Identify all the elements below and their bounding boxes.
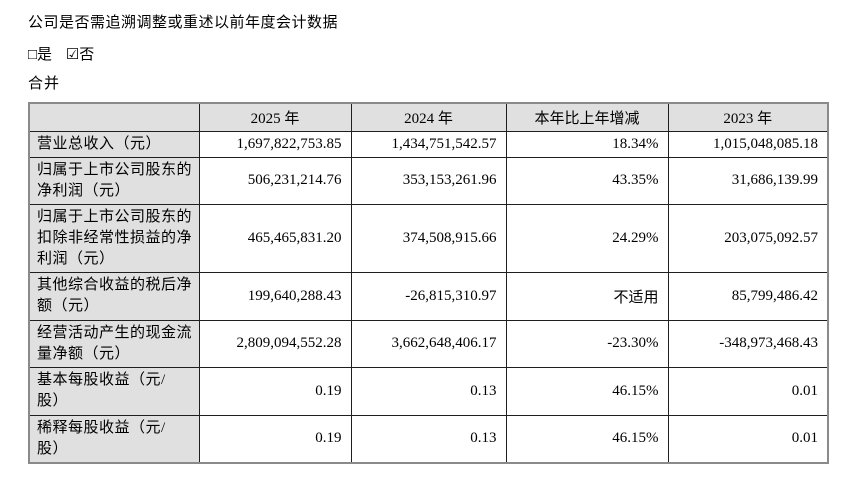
section-label-consolidated: 合并 xyxy=(28,76,61,92)
row-label: 归属于上市公司股东的 扣除非经常性损益的净 利润（元） xyxy=(28,203,200,273)
row-label: 营业总收入（元） xyxy=(28,130,200,158)
cell-value: 2,809,094,552.28 xyxy=(198,319,352,368)
no-checkbox-option: ☑否 xyxy=(65,47,95,63)
table-header-row: 2025 年 2024 年 本年比上年增减 2023 年 xyxy=(28,102,829,132)
row-label: 基本每股收益（元/ 股） xyxy=(28,366,200,416)
row-label: 稀释每股收益（元/ 股） xyxy=(28,414,200,464)
cell-value: 24.29% xyxy=(505,203,669,273)
header-year-2024: 2024 年 xyxy=(350,102,507,132)
cell-value: 46.15% xyxy=(505,414,669,464)
row-label: 其他综合收益的税后净 额（元） xyxy=(28,271,200,321)
cell-value: -348,973,468.43 xyxy=(667,319,829,368)
cell-value: 465,465,831.20 xyxy=(198,203,352,273)
table-row-basic-eps: 基本每股收益（元/ 股） 0.19 0.13 46.15% 0.01 xyxy=(28,366,829,416)
cell-value: 1,697,822,753.85 xyxy=(198,130,352,158)
cell-value: 0.01 xyxy=(667,366,829,416)
header-blank xyxy=(28,102,200,132)
retrospective-adjustment-question: 公司是否需追溯调整或重述以前年度会计数据 xyxy=(28,15,339,31)
cell-value: 46.15% xyxy=(505,366,669,416)
cell-value: 203,075,092.57 xyxy=(667,203,829,273)
cell-value: 0.19 xyxy=(198,366,352,416)
cell-value: 353,153,261.96 xyxy=(350,156,507,205)
yes-checkbox-option: □是 xyxy=(28,47,53,63)
cell-value: 199,640,288.43 xyxy=(198,271,352,321)
cell-value: 43.35% xyxy=(505,156,669,205)
cell-value: 374,508,915.66 xyxy=(350,203,507,273)
header-yoy-change: 本年比上年增减 xyxy=(505,102,669,132)
cell-value: -23.30% xyxy=(505,319,669,368)
cell-value: 0.13 xyxy=(350,366,507,416)
table-row-net-profit: 归属于上市公司股东的 净利润（元） 506,231,214.76 353,153… xyxy=(28,156,829,205)
cell-value: 不适用 xyxy=(505,271,669,321)
financial-summary-table: 2025 年 2024 年 本年比上年增减 2023 年 营业总收入（元） 1,… xyxy=(28,102,829,464)
cell-value: 1,015,048,085.18 xyxy=(667,130,829,158)
row-label: 经营活动产生的现金流 量净额（元） xyxy=(28,319,200,368)
header-year-2025: 2025 年 xyxy=(198,102,352,132)
table-row-operating-cash-flow: 经营活动产生的现金流 量净额（元） 2,809,094,552.28 3,662… xyxy=(28,319,829,368)
yes-no-options-line: □是 ☑否 xyxy=(28,46,860,64)
cell-value: -26,815,310.97 xyxy=(350,271,507,321)
cell-value: 31,686,139.99 xyxy=(667,156,829,205)
table-row-other-comprehensive-income: 其他综合收益的税后净 额（元） 199,640,288.43 -26,815,3… xyxy=(28,271,829,321)
header-year-2023: 2023 年 xyxy=(667,102,829,132)
cell-value: 0.19 xyxy=(198,414,352,464)
cell-value: 0.13 xyxy=(350,414,507,464)
cell-value: 0.01 xyxy=(667,414,829,464)
row-label: 归属于上市公司股东的 净利润（元） xyxy=(28,156,200,205)
table-row-net-profit-excl-nonrecurring: 归属于上市公司股东的 扣除非经常性损益的净 利润（元） 465,465,831.… xyxy=(28,203,829,273)
cell-value: 1,434,751,542.57 xyxy=(350,130,507,158)
cell-value: 3,662,648,406.17 xyxy=(350,319,507,368)
table-row-diluted-eps: 稀释每股收益（元/ 股） 0.19 0.13 46.15% 0.01 xyxy=(28,414,829,464)
cell-value: 85,799,486.42 xyxy=(667,271,829,321)
table-row-total-revenue: 营业总收入（元） 1,697,822,753.85 1,434,751,542.… xyxy=(28,130,829,158)
cell-value: 18.34% xyxy=(505,130,669,158)
cell-value: 506,231,214.76 xyxy=(198,156,352,205)
